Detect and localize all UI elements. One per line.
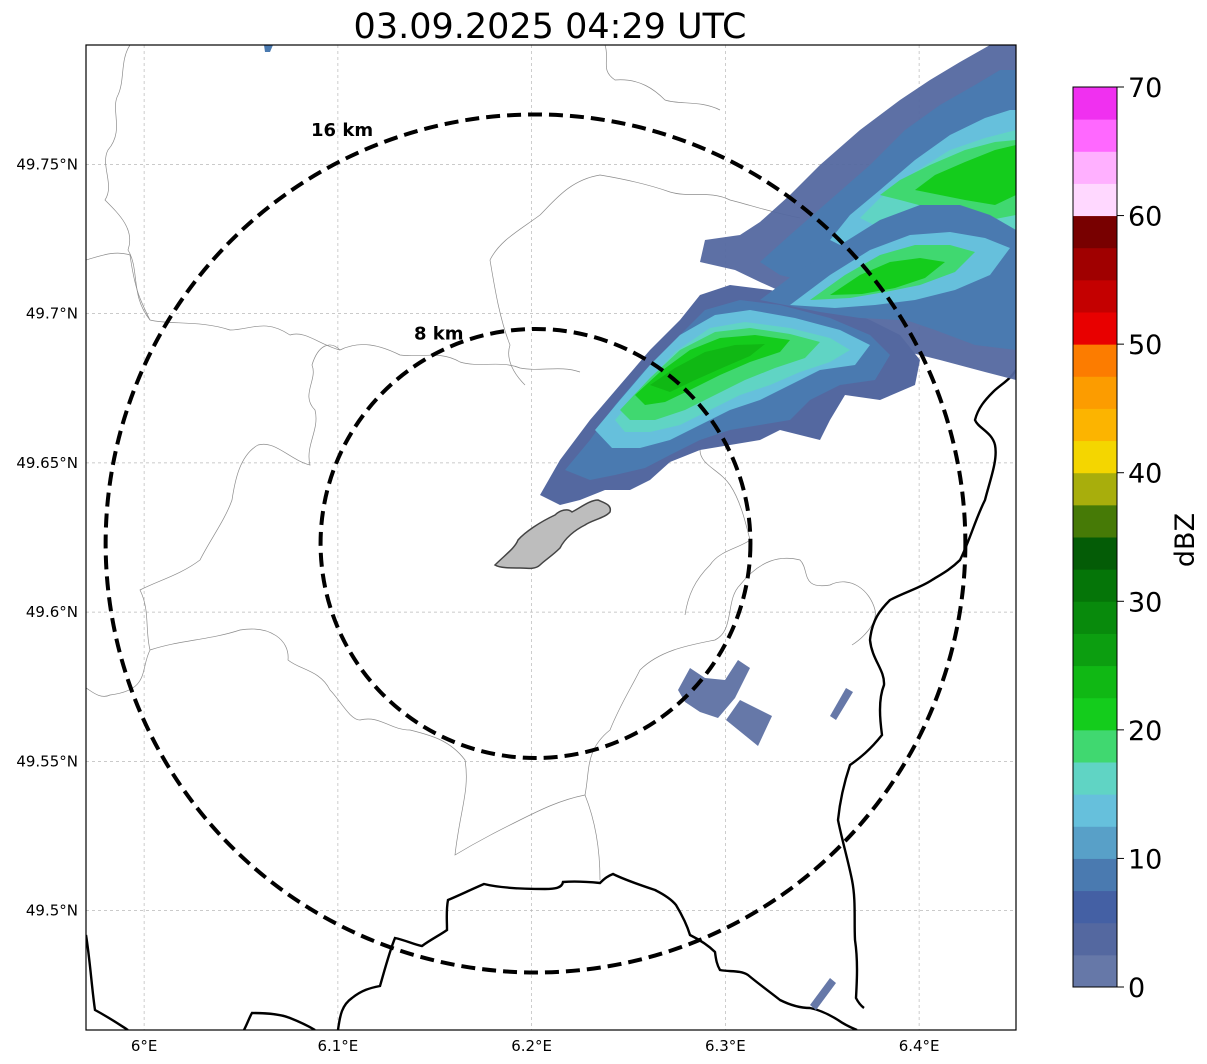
- city-area: [493, 499, 612, 570]
- range-ring-16km: [103, 112, 968, 975]
- y-tick-label: 49.7°N: [26, 305, 78, 323]
- colorbar-segment: [1073, 440, 1117, 474]
- map-title: 03.09.2025 04:29 UTC: [354, 7, 747, 47]
- y-tick-label: 49.55°N: [16, 752, 78, 770]
- admin-boundary: [339, 344, 581, 373]
- colorbar-segment: [1073, 183, 1117, 217]
- admin-boundary: [86, 252, 151, 321]
- colorbar-segment: [1073, 344, 1117, 377]
- colorbar-segment: [1073, 601, 1117, 634]
- colorbar-label: dBZ: [1170, 513, 1201, 567]
- colorbar-segment: [1073, 472, 1117, 506]
- colorbar-tick-label: 10: [1128, 844, 1162, 875]
- x-tick-label: 6.1°E: [317, 1037, 358, 1055]
- national-border: [86, 934, 129, 1030]
- echo-cell: [264, 45, 273, 52]
- map-area: 8 km 16 km: [85, 44, 1017, 1031]
- echo-cell: [650, 344, 765, 392]
- colorbar-segment: [1073, 119, 1117, 152]
- x-tick-label: 6.4°E: [899, 1037, 940, 1055]
- y-tick-label: 49.75°N: [16, 155, 78, 173]
- admin-boundary: [489, 174, 801, 261]
- range-ring-label: 16 km: [311, 120, 373, 141]
- colorbar-tick-label: 60: [1128, 202, 1162, 233]
- y-tick-label: 49.65°N: [16, 454, 78, 472]
- colorbar-segment: [1073, 633, 1117, 667]
- longitude-ticks: 6°E 6.1°E 6.2°E 6.3°E 6.4°E: [131, 1037, 940, 1055]
- radar-echoes: [264, 45, 1016, 1010]
- colorbar-tick-label: 30: [1128, 587, 1162, 618]
- echo-cell: [830, 258, 945, 295]
- admin-boundary: [86, 344, 341, 697]
- colorbar-segment: [1073, 376, 1117, 409]
- national-border: [242, 1011, 316, 1030]
- range-ring-8km: [318, 326, 753, 760]
- graticule: [86, 45, 1016, 1030]
- colorbar-segment: [1073, 215, 1117, 249]
- colorbar-segment: [1073, 922, 1117, 956]
- colorbar-tick-label: 40: [1128, 459, 1162, 490]
- colorbar-segment: [1073, 665, 1117, 699]
- colorbar-segment: [1073, 826, 1117, 859]
- colorbar-segment: [1073, 858, 1117, 892]
- colorbar-segment: [1073, 408, 1117, 442]
- colorbar-segment: [1073, 87, 1117, 120]
- colorbar-segment: [1073, 569, 1117, 602]
- admin-boundary: [149, 628, 601, 881]
- colorbar-tick-label: 0: [1128, 973, 1145, 1004]
- colorbar-segment: [1073, 151, 1117, 184]
- colorbar-tick-label: 20: [1128, 716, 1162, 747]
- colorbar-segment: [1073, 762, 1117, 795]
- range-rings: [103, 112, 968, 975]
- admin-boundary: [489, 259, 526, 386]
- x-tick-label: 6.3°E: [705, 1037, 746, 1055]
- colorbar-ticks: 0 10 20 30 40 50 60 70: [1117, 73, 1162, 1004]
- echo-cell: [726, 700, 772, 746]
- colorbar-segment: [1073, 247, 1117, 281]
- range-ring-labels: 8 km 16 km: [311, 120, 464, 345]
- colorbar-segment: [1073, 537, 1117, 570]
- national-border: [336, 872, 858, 1030]
- y-tick-label: 49.6°N: [26, 603, 78, 621]
- admin-boundary: [584, 557, 876, 796]
- admin-boundary: [104, 45, 341, 351]
- admin-boundary: [604, 45, 721, 111]
- colorbar-frame: [1072, 86, 1118, 988]
- colorbar: [1072, 86, 1118, 988]
- colorbar-tick-label: 50: [1128, 330, 1162, 361]
- x-tick-label: 6.2°E: [511, 1037, 552, 1055]
- x-tick-label: 6°E: [131, 1037, 158, 1055]
- colorbar-segment: [1073, 890, 1117, 924]
- echo-cell: [678, 660, 750, 718]
- colorbar-segment: [1073, 504, 1117, 538]
- colorbar-segment: [1073, 794, 1117, 827]
- range-ring-label: 8 km: [414, 324, 464, 345]
- y-tick-label: 49.5°N: [26, 902, 78, 920]
- colorbar-segment: [1073, 954, 1117, 988]
- echo-cell: [830, 688, 853, 720]
- colorbar-segment: [1073, 279, 1117, 313]
- latitude-ticks: 49.75°N 49.7°N 49.65°N 49.6°N 49.55°N 49.5°N: [16, 155, 78, 919]
- echo-cell: [915, 145, 1016, 205]
- colorbar-segment: [1073, 312, 1117, 345]
- map-frame: [85, 44, 1017, 1031]
- national-border: [836, 369, 1016, 1009]
- colorbar-segment: [1073, 697, 1117, 731]
- echo-cell: [810, 978, 836, 1010]
- colorbar-tick-label: 70: [1128, 73, 1162, 104]
- colorbar-segment: [1073, 729, 1117, 763]
